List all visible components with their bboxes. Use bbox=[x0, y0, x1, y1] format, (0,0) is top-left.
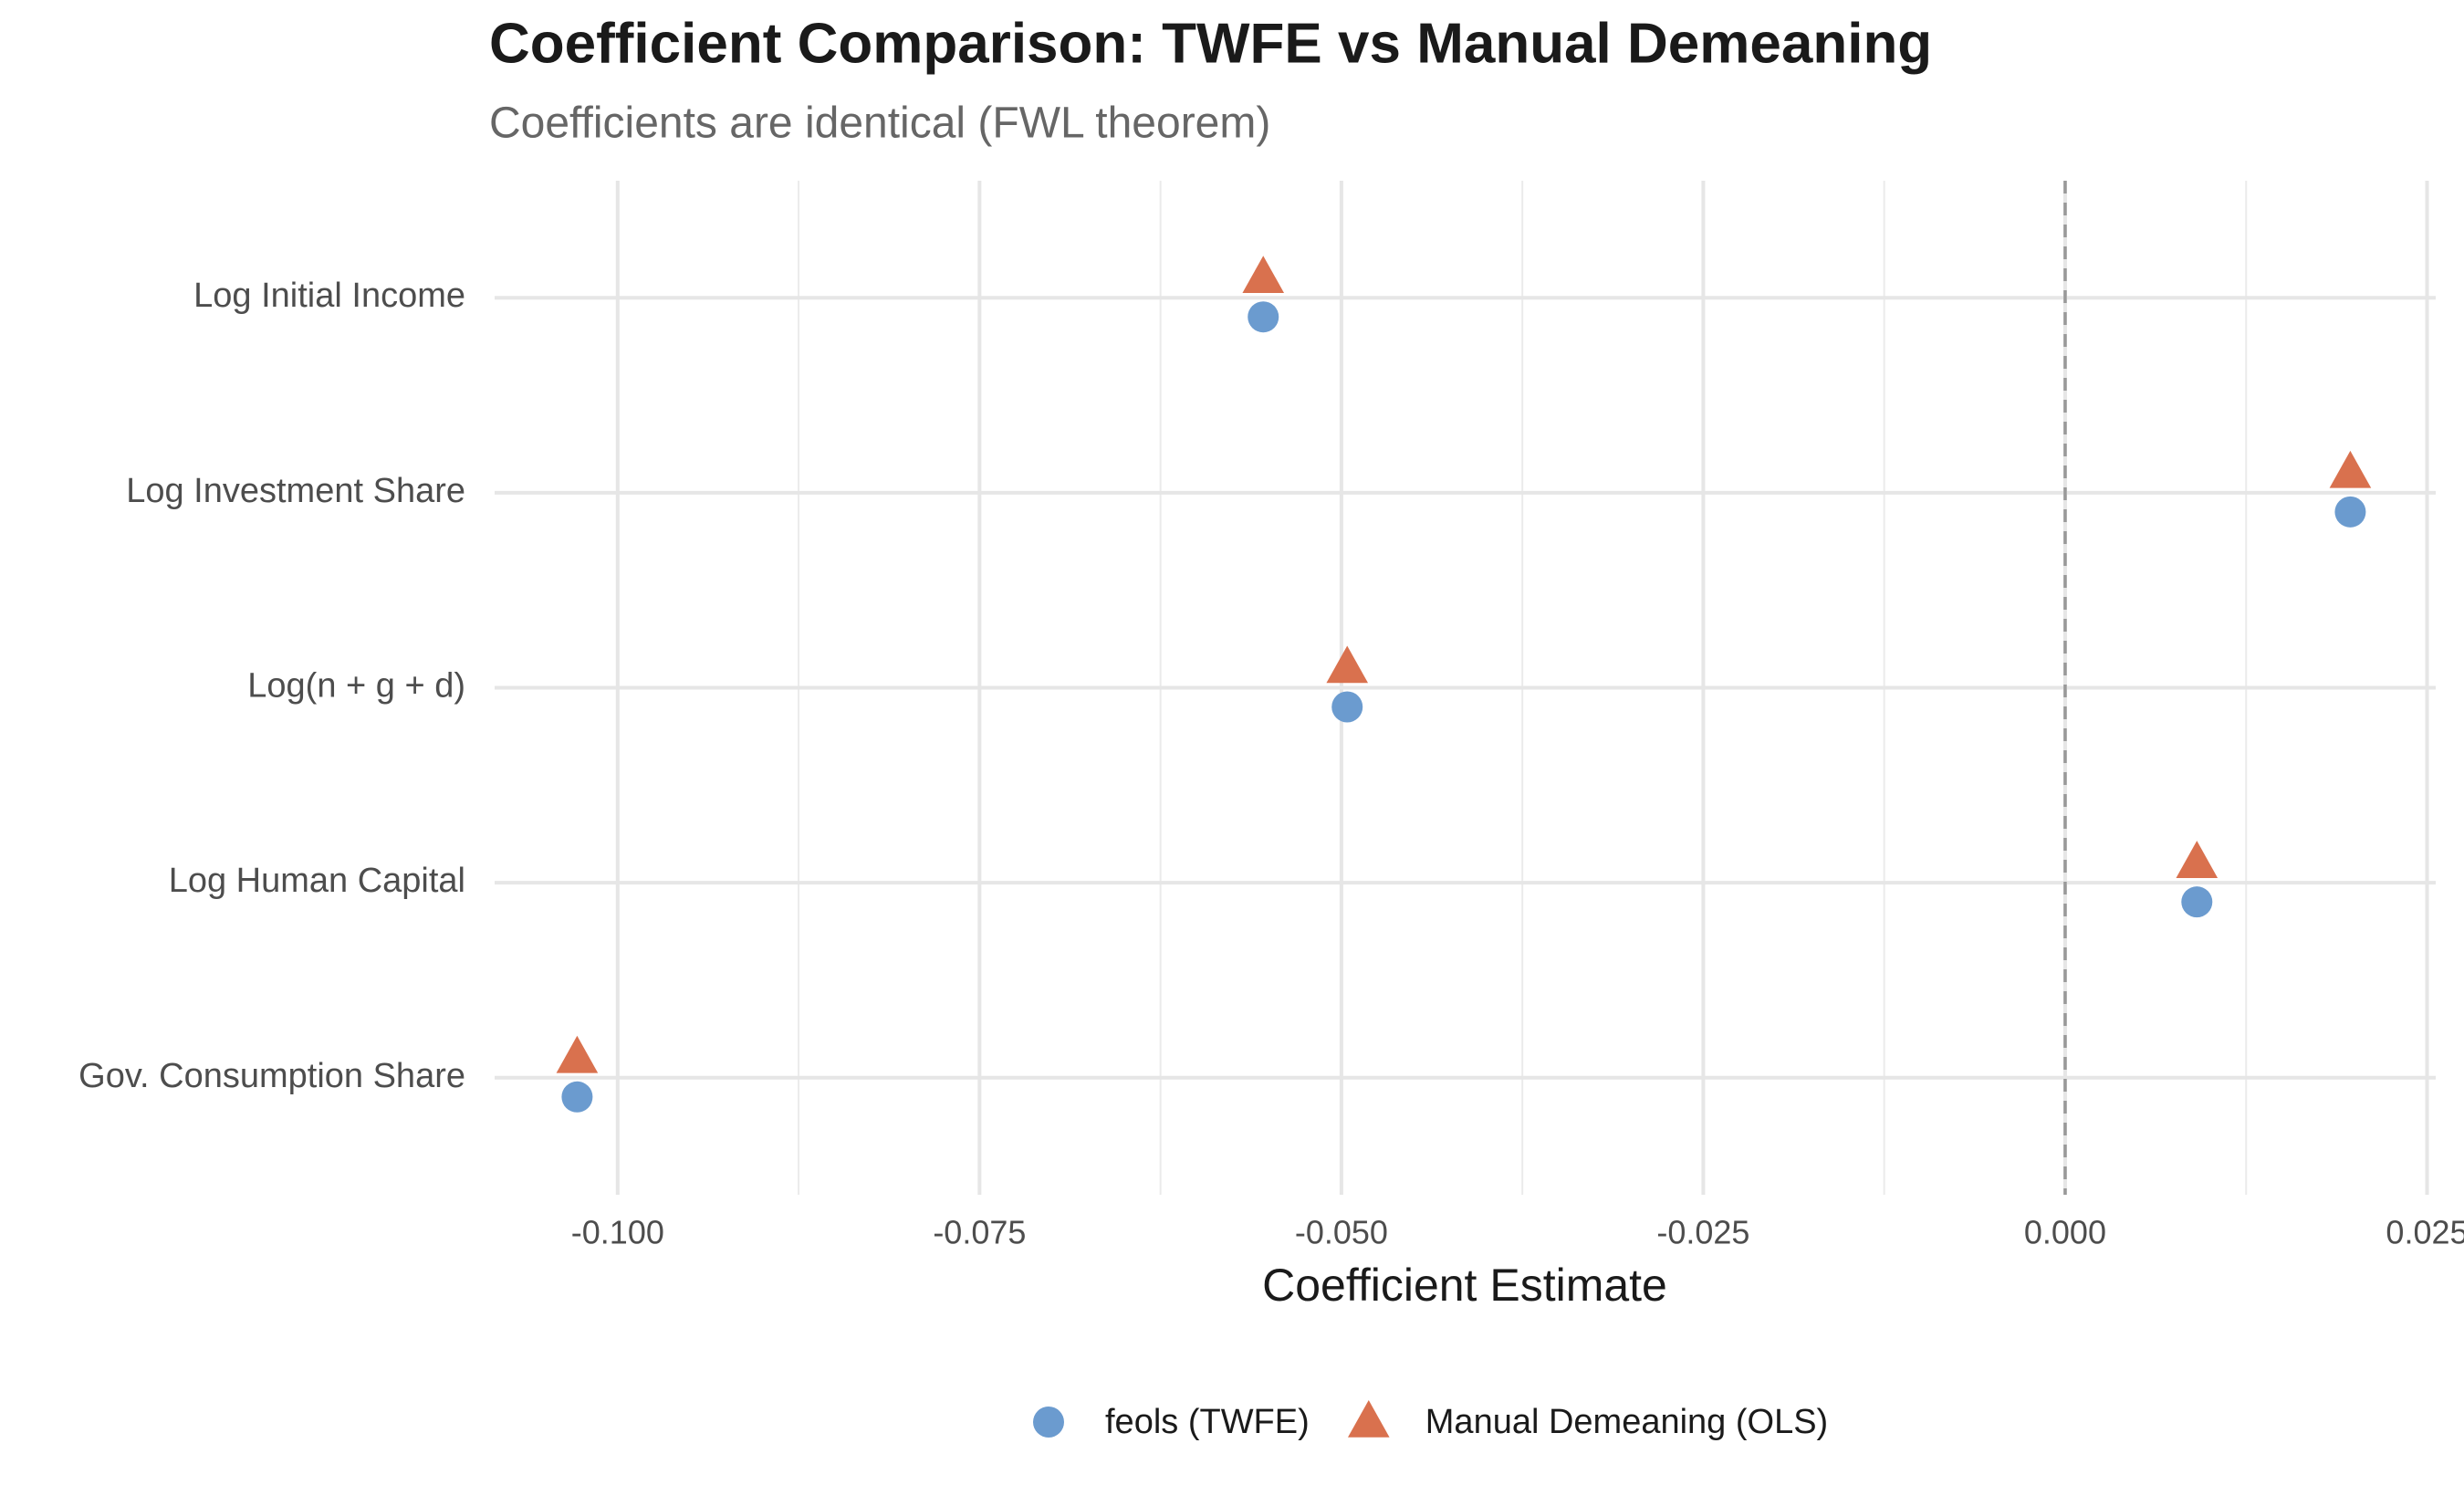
x-tick-label: -0.100 bbox=[571, 1214, 664, 1251]
circle-marker bbox=[561, 1081, 593, 1113]
triangle-marker bbox=[2329, 450, 2372, 488]
chart-subtitle: Coefficients are identical (FWL theorem) bbox=[489, 99, 1270, 148]
circle-marker bbox=[1331, 691, 1363, 723]
x-tick-label: -0.075 bbox=[933, 1214, 1026, 1251]
circle-marker bbox=[1248, 301, 1279, 333]
legend-label: feols (TWFE) bbox=[1105, 1403, 1310, 1441]
chart-title: Coefficient Comparison: TWFE vs Manual D… bbox=[489, 12, 1932, 75]
circle-marker bbox=[2334, 496, 2366, 528]
triangle-marker bbox=[556, 1035, 599, 1073]
x-tick-label: 0.000 bbox=[2024, 1214, 2106, 1251]
legend-item: Manual Demeaning (OLS) bbox=[1425, 1403, 1828, 1441]
x-tick-label: 0.025 bbox=[2386, 1214, 2464, 1251]
triangle-marker bbox=[2176, 841, 2219, 878]
x-tick-label: -0.050 bbox=[1295, 1214, 1388, 1251]
y-tick-label: Log(n + g + d) bbox=[247, 667, 465, 706]
triangle-marker bbox=[1326, 645, 1369, 684]
legend-item: feols (TWFE) bbox=[1105, 1403, 1310, 1441]
triangle-marker bbox=[1347, 1400, 1390, 1438]
y-tick-label: Log Human Capital bbox=[169, 862, 465, 900]
y-tick-label: Gov. Consumption Share bbox=[78, 1057, 465, 1095]
x-tick-label: -0.025 bbox=[1656, 1214, 1749, 1251]
legend-label: Manual Demeaning (OLS) bbox=[1425, 1403, 1828, 1441]
circle-marker bbox=[2181, 886, 2213, 918]
y-tick-label: Log Initial Income bbox=[193, 277, 465, 315]
x-axis-title: Coefficient Estimate bbox=[1262, 1260, 1667, 1311]
triangle-marker bbox=[1242, 256, 1285, 293]
y-tick-label: Log Investment Share bbox=[126, 472, 465, 510]
circle-marker bbox=[1033, 1407, 1064, 1438]
